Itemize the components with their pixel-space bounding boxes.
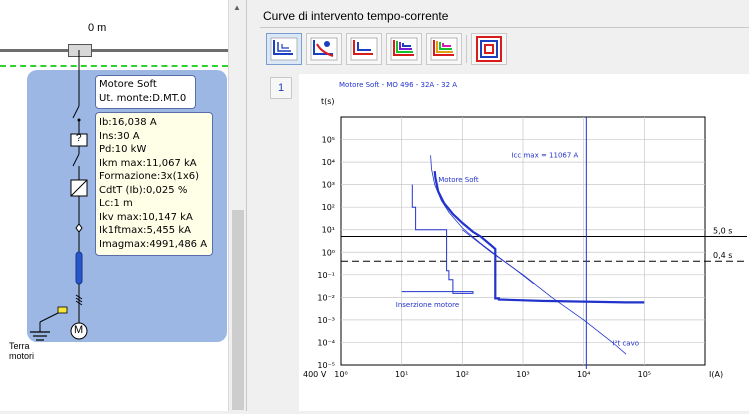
series-line-0 (433, 170, 645, 304)
x-axis-label: I(A) (709, 370, 723, 379)
switch-icon (72, 105, 80, 119)
icc-max-label: Icc max = 11067 A (511, 151, 578, 159)
x-tick-label: 10⁴ (577, 370, 590, 379)
series-label: Motore Soft (438, 176, 479, 184)
info-cdtt: CdtT (Ib):0,025 % (99, 184, 188, 196)
curve-multicolor-icon (390, 37, 418, 61)
distance-label: 0 m (88, 22, 107, 34)
single-line-diagram-pane[interactable]: 0 m ? M Motore Soft Ut. (0, 0, 228, 411)
scroll-up-arrow-icon[interactable]: ▲ (233, 3, 241, 12)
curve-red-blue-icon (350, 37, 378, 61)
series-label: Inserzione motore (396, 301, 459, 309)
circuit-symbols (30, 50, 88, 341)
time-current-chart[interactable]: 10⁰ 10¹ 10² 10³ 10⁴ 10⁵ 10⁵ 10⁴ 10³ 10² 10¹ 10⁰ 10⁻¹… (299, 74, 749, 411)
curves-title: Curve di intervento tempo-corrente (263, 9, 449, 23)
series-line-3 (462, 229, 627, 355)
pane-splitter[interactable] (246, 0, 253, 411)
y-tick-label: 10⁴ (322, 158, 335, 167)
y-tick-label: 10⁻² (317, 293, 335, 302)
info-ib: Ib:16,038 A (99, 117, 157, 128)
breaker-symbol: ? (76, 133, 82, 144)
x-tick-label: 10² (456, 370, 469, 379)
busbar (0, 49, 228, 52)
curve-selective-button[interactable] (306, 33, 342, 65)
info-ik1ftmax: Ik1ftmax:5,455 kA (99, 225, 191, 236)
y-tick-label: 10¹ (322, 226, 335, 235)
curve-red-blue-button[interactable] (346, 33, 382, 65)
info-ins: Ins:30 A (99, 130, 140, 142)
curve-multicolor-2-button[interactable] (426, 33, 462, 65)
reference-line-label: 5,0 s (713, 227, 732, 236)
voltage-label: 400 V (303, 370, 327, 379)
curves-all-icon (270, 37, 298, 61)
y-tick-label: 10⁰ (322, 248, 335, 257)
curve-multicolor-button[interactable] (386, 33, 422, 65)
load-title: Motore Soft (99, 79, 157, 90)
series-line-1 (401, 184, 474, 294)
info-imagmax: Imagmax:4991,486 A (99, 238, 208, 250)
curves-toolbar (266, 33, 516, 71)
earth-label-1: Terra (9, 341, 30, 351)
page-button-label: 1 (277, 82, 285, 94)
title-separator (260, 27, 749, 28)
page-button[interactable]: 1 (270, 77, 292, 99)
y-tick-label: 10⁻¹ (317, 271, 335, 280)
cable-icon (75, 251, 83, 285)
y-tick-label: 10² (322, 203, 335, 212)
x-tick-label: 10³ (516, 370, 529, 379)
toolbar-separator (466, 35, 467, 63)
load-title-card[interactable]: Motore Soft Ut. monte:D.MT.0 (95, 75, 196, 109)
curve-selective-icon (310, 37, 338, 61)
earth-wire (39, 311, 61, 323)
curves-all-button[interactable] (266, 33, 302, 65)
curve-multicolor-2-icon (430, 37, 458, 61)
selection-dash-line (0, 65, 228, 67)
x-tick-label: 10⁰ (334, 370, 347, 379)
info-ikv-max: Ikv max:10,147 kA (99, 211, 193, 223)
earth-tag-icon (57, 306, 68, 314)
y-tick-label: 10³ (322, 181, 335, 190)
info-ikm-max: Ikm max:11,067 kA (99, 157, 197, 169)
x-tick-label: 10⁵ (638, 370, 651, 379)
y-tick-label: 10⁻³ (317, 316, 335, 325)
load-info-card[interactable]: Ib:16,038 A Ins:30 A Pd:10 kW Ikm max:11… (95, 112, 213, 256)
info-pd: Pd:10 kW (99, 144, 147, 155)
y-tick-label: 10⁵ (322, 136, 335, 145)
scroll-thumb[interactable] (232, 210, 244, 410)
chart-title: Motore Soft - MO 496 - 32A - 32 A (339, 81, 457, 89)
y-tick-label: 10⁻⁴ (317, 338, 335, 347)
load-upstream: Ut. monte:D.MT.0 (99, 93, 187, 104)
motor-icon (70, 322, 88, 340)
y-axis-label: t(s) (321, 97, 335, 106)
concentric-squares-icon (476, 36, 502, 62)
busbar-connector[interactable] (68, 44, 92, 57)
earth-label-2: motori (9, 351, 35, 361)
reference-line-label: 0,4 s (713, 251, 732, 260)
concentric-squares-button[interactable] (471, 33, 507, 65)
contactor-icon (72, 153, 80, 167)
motor-symbol: M (74, 324, 84, 336)
series-label: I²t cavo (613, 339, 639, 347)
curves-pane: Curve di intervento tempo-corrente (252, 0, 749, 411)
chart-area: 10⁰ 10¹ 10² 10³ 10⁴ 10⁵ 10⁵ 10⁴ 10³ 10² 10¹ 10⁰ 10⁻¹… (299, 74, 749, 411)
x-tick-label: 10¹ (395, 370, 408, 379)
y-tick-label: 10⁻⁵ (317, 361, 335, 370)
info-lc: Lc:1 m (99, 198, 133, 209)
vertical-scrollbar[interactable]: ▲ (228, 0, 247, 411)
diamond-node-icon (75, 223, 83, 233)
info-formazione: Formazione:3x(1x6) (99, 171, 200, 182)
